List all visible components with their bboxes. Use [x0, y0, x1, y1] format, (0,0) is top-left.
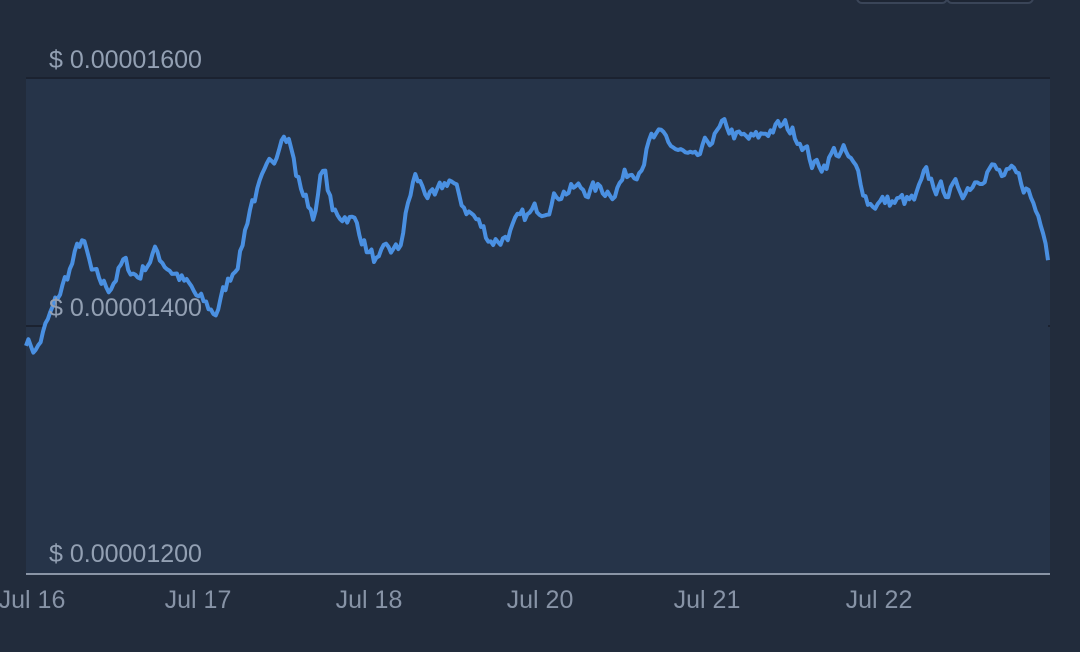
x-axis-labels: Jul 16 Jul 17 Jul 18 Jul 20 Jul 21 Jul 22 [0, 586, 912, 614]
x-tick-label: Jul 20 [507, 586, 574, 614]
x-tick-label: Jul 21 [674, 586, 741, 614]
y-axis-labels: $ 0.00001600 $ 0.00001400 $ 0.00001200 [49, 46, 202, 568]
range-tab-right[interactable] [946, 0, 1034, 4]
x-tick-label: Jul 17 [165, 586, 232, 614]
y-tick-label: $ 0.00001600 [49, 46, 202, 74]
price-area-fill [26, 119, 1048, 574]
y-tick-label: $ 0.00001400 [49, 294, 202, 322]
x-tick-label: Jul 18 [336, 586, 403, 614]
x-tick-label: Jul 16 [0, 586, 65, 614]
price-line [24, 117, 1050, 355]
range-tab-left[interactable] [856, 0, 948, 4]
y-tick-label: $ 0.00001200 [49, 540, 202, 568]
x-tick-label: Jul 22 [846, 586, 913, 614]
